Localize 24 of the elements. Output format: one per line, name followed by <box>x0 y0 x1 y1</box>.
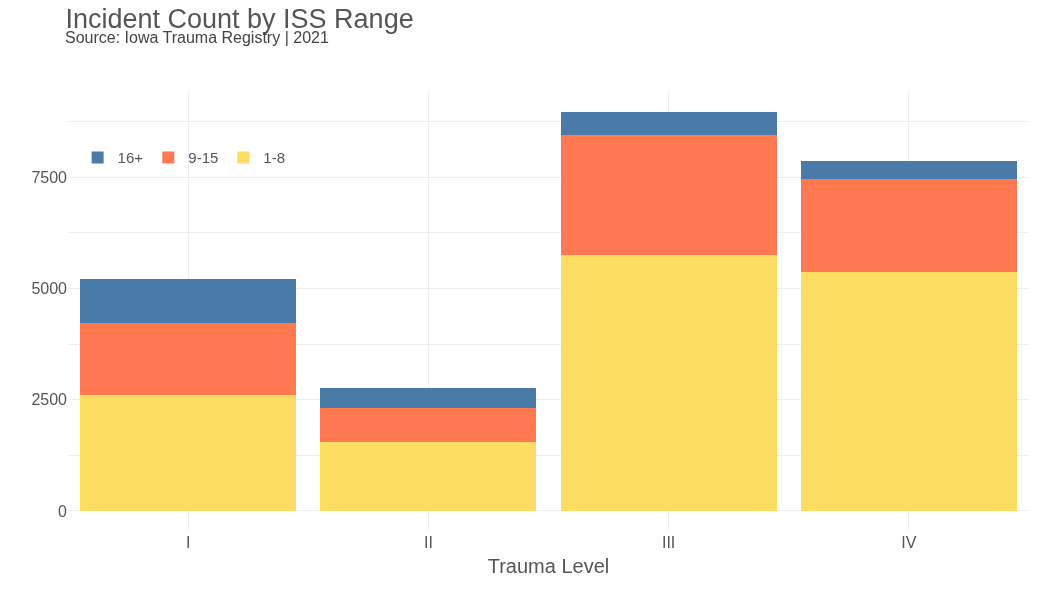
bar <box>560 255 777 511</box>
y-tick-label: 7500 <box>31 168 68 186</box>
bar <box>560 134 777 256</box>
bar <box>320 408 537 442</box>
legend-label: 9-15 <box>188 149 219 167</box>
bar <box>80 395 297 511</box>
x-tick-label: III <box>661 534 676 551</box>
x-axis-title: Trauma Level <box>487 554 610 577</box>
legend-label: 16+ <box>117 149 144 167</box>
y-tick-label: 5000 <box>31 279 68 297</box>
bar <box>80 278 297 324</box>
y-tick-label: 0 <box>58 502 68 520</box>
bar <box>800 272 1017 511</box>
bar <box>560 112 777 135</box>
bar <box>80 323 297 396</box>
bar <box>320 441 537 511</box>
bar <box>320 387 537 409</box>
x-tick-label: II <box>423 534 433 551</box>
legend-label: 1-8 <box>263 149 286 167</box>
x-tick-label: IV <box>901 534 917 551</box>
x-tick-label: I <box>185 534 191 551</box>
y-tick-label: 2500 <box>31 391 68 409</box>
bar <box>800 160 1017 180</box>
bar <box>800 179 1017 273</box>
